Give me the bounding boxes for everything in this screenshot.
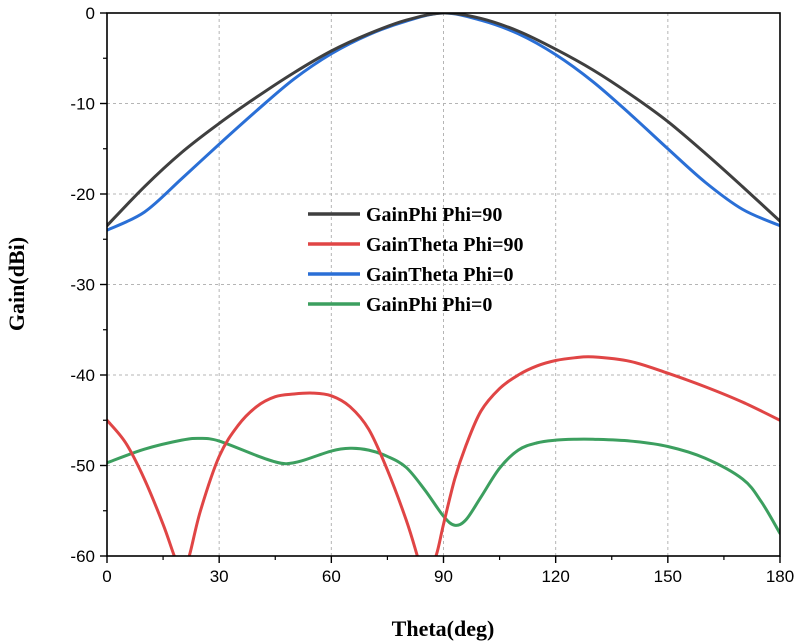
y-tick-label: 0 [86, 4, 95, 23]
legend-label-3: GainPhi Phi=0 [366, 294, 492, 316]
x-tick-label: 0 [102, 567, 111, 586]
y-tick-label: -60 [70, 547, 95, 566]
y-tick-label: -10 [70, 95, 95, 114]
tick-labels: 0 30 60 90 120 150 180 0 -10 -20 -30 -40 -50 -60 [70, 4, 794, 586]
x-tick-label: 60 [322, 567, 341, 586]
series-group [107, 13, 780, 556]
legend-label-0: GainPhi Phi=90 [366, 204, 502, 226]
y-tick-label: -50 [70, 457, 95, 476]
x-tick-label: 120 [541, 567, 569, 586]
legend: GainPhi Phi=90 GainTheta Phi=90 GainTheta … [308, 204, 524, 316]
x-tick-label: 90 [434, 567, 453, 586]
legend-label-2: GainTheta Phi=0 [366, 264, 514, 286]
y-axis-title: Gain(dBi) [4, 237, 29, 331]
ticks [100, 12, 781, 563]
x-tick-label: 30 [210, 567, 229, 586]
series-line-0 [107, 13, 780, 228]
series-line-3 [107, 436, 780, 535]
legend-label-1: GainTheta Phi=90 [366, 234, 524, 256]
x-tick-label: 150 [654, 567, 682, 586]
y-tick-label: -30 [70, 276, 95, 295]
y-tick-label: -20 [70, 185, 95, 204]
grid [107, 13, 780, 556]
x-tick-label: 180 [766, 567, 794, 586]
y-tick-label: -40 [70, 366, 95, 385]
series-line-1 [107, 355, 780, 556]
x-axis-title: Theta(deg) [392, 616, 495, 641]
series-line-2 [107, 13, 780, 232]
